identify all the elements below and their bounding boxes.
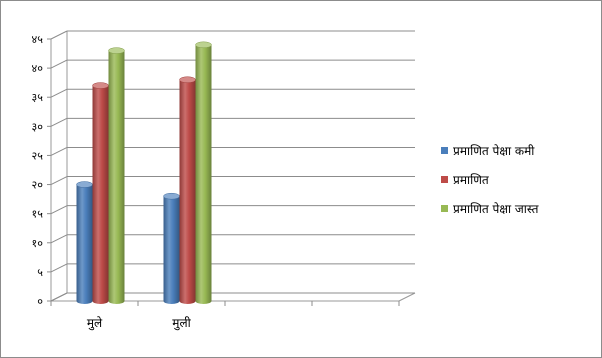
gridline-diagonal xyxy=(50,117,68,127)
y-tick-label: ५ xyxy=(37,266,43,279)
legend-swatch xyxy=(441,205,448,212)
bar-top xyxy=(179,76,196,84)
bar-top xyxy=(92,82,109,89)
legend-swatch xyxy=(441,176,448,183)
bar-top xyxy=(76,181,93,188)
bar xyxy=(76,184,93,304)
y-tick-label: १० xyxy=(32,237,44,250)
legend-label: प्रमाणित पेक्षा जास्त xyxy=(453,202,539,216)
legend: प्रमाणित पेक्षा कमी प्रमाणित प्रमाणित पे… xyxy=(441,143,538,230)
y-tick-label: ३० xyxy=(32,120,44,133)
legend-item: प्रमाणित पेक्षा जास्त xyxy=(441,201,538,216)
legend-label: प्रमाणित पेक्षा कमी xyxy=(453,144,535,158)
legend-item: प्रमाणित पेक्षा कमी xyxy=(441,143,538,158)
y-tick-label: २० xyxy=(32,179,44,192)
gridline-diagonal xyxy=(50,30,68,40)
gridline-diagonal xyxy=(50,88,68,98)
floor-right-edge xyxy=(398,292,416,302)
bar xyxy=(163,196,180,304)
y-tick-label: ४५ xyxy=(32,33,44,46)
bar xyxy=(179,79,196,304)
gridline-diagonal xyxy=(50,176,68,186)
y-tick-label: ४० xyxy=(32,62,44,75)
bar xyxy=(92,85,109,304)
x-tick-label: मुली xyxy=(172,316,191,331)
legend-label: प्रमाणित xyxy=(453,173,489,187)
y-tick-label: २५ xyxy=(32,149,44,162)
bar-top xyxy=(195,41,212,49)
bar-top xyxy=(108,47,125,54)
bar-top xyxy=(163,192,180,200)
bar xyxy=(195,44,212,304)
legend-swatch xyxy=(441,147,448,154)
y-tick-label: १५ xyxy=(32,208,44,221)
gridline-diagonal xyxy=(50,59,68,69)
gridline-diagonal xyxy=(50,205,68,215)
bar xyxy=(108,50,125,305)
x-tick-label: मुले xyxy=(87,316,103,331)
y-tick-label: ० xyxy=(37,295,43,308)
gridline-diagonal xyxy=(50,263,68,273)
legend-item: प्रमाणित xyxy=(441,172,538,187)
gridline-diagonal xyxy=(50,146,68,156)
gridline-diagonal xyxy=(50,234,68,244)
gridline-diagonal xyxy=(50,292,68,302)
y-tick-label: ३५ xyxy=(32,91,44,104)
